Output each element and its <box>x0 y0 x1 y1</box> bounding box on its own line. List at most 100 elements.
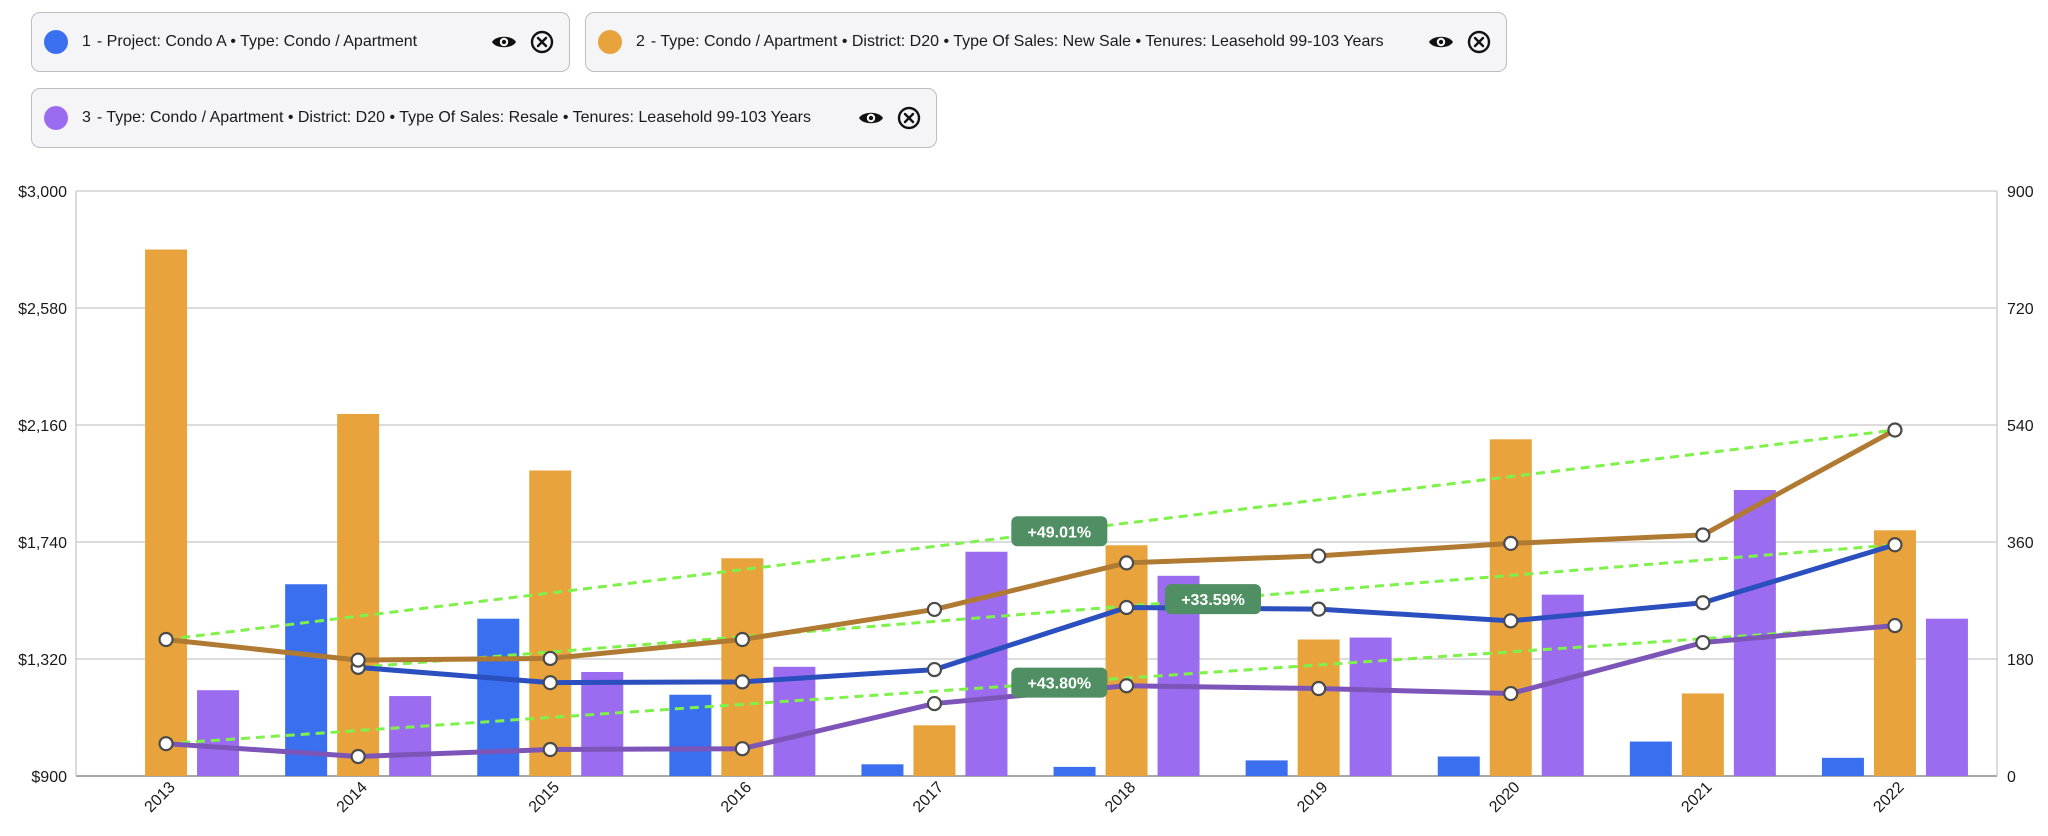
line-point-1-2017 <box>926 661 943 678</box>
line-point-2-2022 <box>1887 422 1903 438</box>
x-tick-label: 2021 <box>1678 779 1715 816</box>
x-tick-label: 2019 <box>1294 779 1331 816</box>
x-tick-label: 2018 <box>1102 779 1139 816</box>
bar-series-3-2017 <box>965 551 1008 776</box>
left-tick-label: $2,580 <box>18 301 67 318</box>
line-point-3-2022 <box>1887 617 1903 634</box>
line-point-3-2021 <box>1695 634 1711 651</box>
x-tick-label: 2013 <box>142 779 179 816</box>
series-3-color-dot <box>44 106 68 130</box>
x-tick-label: 2020 <box>1486 779 1523 816</box>
line-point-3-2018 <box>1118 678 1135 694</box>
left-tick-label: $2,160 <box>18 418 67 435</box>
line-point-1-2018 <box>1118 599 1135 616</box>
filter-chip-2[interactable]: 2 - Type: Condo / Apartment • District: … <box>585 12 1507 72</box>
trend-label-2: +33.59% <box>1181 592 1245 609</box>
left-tick-label: $3,000 <box>18 184 67 201</box>
trend-line-3 <box>165 624 1896 746</box>
right-tick-label: 720 <box>2007 301 2034 318</box>
x-tick-label: 2017 <box>910 779 947 816</box>
trend-label-3: +43.80% <box>1028 676 1092 693</box>
filter-chip-1[interactable]: 1 - Project: Condo A • Type: Condo / Apa… <box>31 12 570 72</box>
line-point-3-2013 <box>158 736 174 752</box>
bar-series-2-2015 <box>529 470 572 776</box>
x-tick-label: 2014 <box>334 779 371 816</box>
x-tick-label: 2016 <box>718 779 755 816</box>
close-circle-icon[interactable] <box>1466 29 1492 55</box>
bar-series-2-2014 <box>337 413 380 776</box>
bar-series-2-2021 <box>1681 693 1724 776</box>
bar-series-2-2020 <box>1489 439 1532 776</box>
bar-series-2-2018 <box>1105 545 1148 776</box>
close-circle-icon[interactable] <box>529 29 555 55</box>
left-tick-label: $1,320 <box>18 652 67 669</box>
line-point-3-2015 <box>542 741 558 758</box>
line-point-2-2021 <box>1695 527 1711 543</box>
bar-series-2-2016 <box>721 558 764 776</box>
filter-3-label: - Type: Condo / Apartment • District: D2… <box>96 109 811 126</box>
trend-label-bg-1 <box>1011 516 1108 547</box>
line-point-3-2019 <box>1311 680 1327 697</box>
line-point-2-2017 <box>926 601 943 618</box>
bar-series-3-2014 <box>389 696 432 776</box>
line-point-1-2016 <box>734 674 750 690</box>
filter-2-label: - Type: Condo / Apartment • District: D2… <box>650 33 1384 50</box>
line-series-2 <box>163 427 1898 663</box>
line-point-2-2020 <box>1503 535 1519 551</box>
bar-series-1-2020 <box>1437 756 1480 776</box>
filter-1-label: - Project: Condo A • Type: Condo / Apart… <box>96 33 418 50</box>
eye-icon[interactable] <box>1428 29 1454 55</box>
right-tick-label: 540 <box>2007 418 2034 435</box>
eye-icon[interactable] <box>491 29 517 55</box>
filter-3-index: 3 <box>82 109 91 126</box>
x-tick-label: 2022 <box>1870 779 1907 816</box>
bar-series-1-2017 <box>861 764 904 776</box>
trend-label-bg-3 <box>1011 667 1108 698</box>
bar-series-1-2022 <box>1821 757 1864 776</box>
line-point-3-2017 <box>926 695 943 712</box>
x-tick-label: 2015 <box>526 779 563 816</box>
bar-series-1-2014 <box>285 584 328 776</box>
right-tick-label: 900 <box>2007 184 2034 201</box>
bar-series-3-2015 <box>581 672 624 776</box>
line-point-2-2018 <box>1118 555 1135 571</box>
bar-series-1-2019 <box>1245 760 1288 776</box>
bar-series-2-2013 <box>145 249 188 776</box>
line-point-2-2016 <box>734 631 750 648</box>
line-point-2-2019 <box>1311 548 1327 564</box>
trend-label-bg-2 <box>1164 584 1261 615</box>
bar-series-1-2021 <box>1629 741 1672 776</box>
bar-series-2-2019 <box>1297 639 1340 776</box>
series-2-color-dot <box>598 30 622 54</box>
bar-series-3-2013 <box>197 690 240 776</box>
line-point-1-2021 <box>1695 595 1711 611</box>
right-tick-label: 180 <box>2007 652 2034 669</box>
line-point-3-2020 <box>1503 685 1519 702</box>
line-point-2-2015 <box>542 650 558 667</box>
right-tick-label: 360 <box>2007 535 2034 552</box>
filter-1-index: 1 <box>82 33 91 50</box>
left-tick-label: $1,740 <box>18 535 67 552</box>
bar-series-3-2019 <box>1349 637 1392 776</box>
line-point-2-2014 <box>350 652 366 668</box>
series-1-color-dot <box>44 30 68 54</box>
line-point-1-2019 <box>1311 601 1327 617</box>
bar-series-2-2022 <box>1873 530 1916 776</box>
eye-icon[interactable] <box>858 105 884 131</box>
line-point-1-2015 <box>542 675 558 691</box>
line-point-3-2016 <box>734 741 750 757</box>
bar-series-3-2016 <box>773 666 816 776</box>
line-point-1-2020 <box>1503 613 1519 629</box>
bar-series-1-2018 <box>1053 766 1096 776</box>
close-circle-icon[interactable] <box>896 105 922 131</box>
left-tick-label: $900 <box>31 769 67 786</box>
trend-label-1: +49.01% <box>1028 524 1092 541</box>
filter-2-index: 2 <box>636 33 645 50</box>
line-point-2-2013 <box>158 631 174 648</box>
filter-chip-3[interactable]: 3 - Type: Condo / Apartment • District: … <box>31 88 937 148</box>
bar-series-3-2022 <box>1925 618 1968 776</box>
right-tick-label: 0 <box>2007 769 2016 786</box>
line-point-3-2014 <box>350 748 366 765</box>
line-point-1-2022 <box>1887 537 1903 553</box>
